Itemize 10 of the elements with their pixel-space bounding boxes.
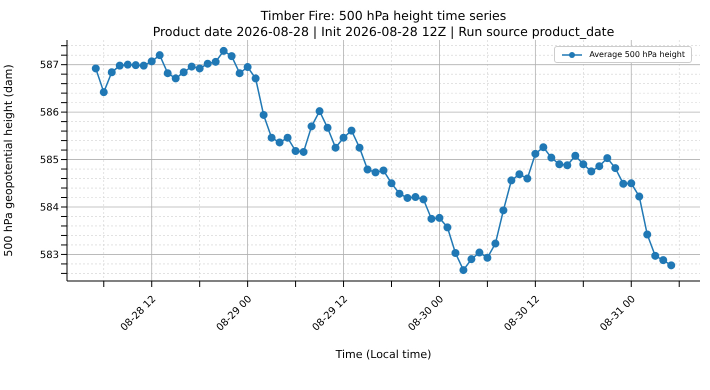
y-axis-title: 500 hPa geopotential height (dam) bbox=[2, 64, 15, 257]
y-tick-label: 587 bbox=[40, 60, 59, 72]
y-tick-label: 586 bbox=[40, 108, 59, 119]
x-axis-title: Time (Local time) bbox=[334, 348, 432, 361]
y-tick-label: 584 bbox=[40, 202, 59, 214]
chart-subtitle: Product date 2026-08-28 | Init 2026-08-28 12Z | Run source product_date bbox=[152, 24, 616, 40]
y-tick-label: 583 bbox=[40, 250, 59, 261]
chart-title: Timber Fire: 500 hPa height time series bbox=[260, 8, 508, 24]
legend-label: Average 500 hPa height bbox=[589, 50, 685, 59]
y-tick-label: 585 bbox=[40, 155, 59, 166]
